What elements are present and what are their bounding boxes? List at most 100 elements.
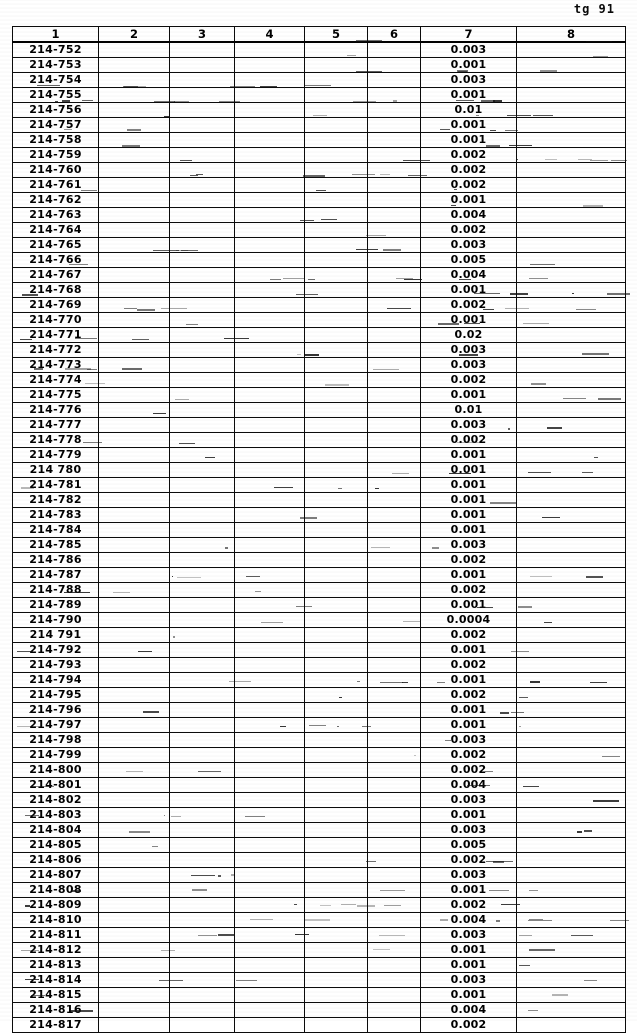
cell-col8-empty	[516, 327, 626, 343]
row-identifier: 214-796	[12, 702, 99, 718]
cell-col6-empty	[367, 912, 421, 928]
row-identifier: 214-779	[12, 447, 99, 463]
cell-col8-empty	[516, 597, 626, 613]
cell-col5-empty	[304, 177, 368, 193]
cell-col5-empty	[304, 867, 368, 883]
cell-col5-empty	[304, 942, 368, 958]
cell-col6-empty	[367, 447, 421, 463]
cell-col6-empty	[367, 492, 421, 508]
cell-col4-empty	[234, 507, 305, 523]
cell-col2-empty	[98, 762, 170, 778]
table-row: 214-758 0.001	[12, 132, 626, 148]
cell-col5-empty	[304, 492, 368, 508]
cell-col2-empty	[98, 537, 170, 553]
cell-col6-empty	[367, 537, 421, 553]
cell-col7-value: 0.003	[420, 537, 517, 553]
table-row: 214-785 0.003	[12, 537, 626, 553]
table-row: 214-796 0.001	[12, 702, 626, 718]
cell-col5-empty	[304, 522, 368, 538]
cell-col2-empty	[98, 987, 170, 1003]
cell-col4-empty	[234, 357, 305, 373]
cell-col5-empty	[304, 762, 368, 778]
cell-col5-empty	[304, 312, 368, 328]
cell-col7-value: 0.003	[420, 72, 517, 88]
cell-col7-value: 0.02	[420, 327, 517, 343]
cell-col5-empty	[304, 642, 368, 658]
cell-col8-empty	[516, 447, 626, 463]
cell-col8-empty	[516, 582, 626, 598]
column-header-2: 2	[98, 26, 170, 43]
cell-col3-empty	[169, 882, 235, 898]
cell-col4-empty	[234, 597, 305, 613]
row-identifier: 214-810	[12, 912, 99, 928]
table-row: 214-799 0.002	[12, 747, 626, 763]
cell-col6-empty	[367, 297, 421, 313]
cell-col6-empty	[367, 132, 421, 148]
table-row: 214-790 0.0004	[12, 612, 626, 628]
cell-col3-empty	[169, 222, 235, 238]
cell-col3-empty	[169, 777, 235, 793]
cell-col6-empty	[367, 252, 421, 268]
cell-col4-empty	[234, 177, 305, 193]
cell-col4-empty	[234, 342, 305, 358]
cell-col6-empty	[367, 282, 421, 298]
cell-col3-empty	[169, 372, 235, 388]
table-row: 214 780 0.001	[12, 462, 626, 478]
cell-col8-empty	[516, 657, 626, 673]
cell-col3-empty	[169, 267, 235, 283]
table-row: 214-769 0.002	[12, 297, 626, 313]
cell-col2-empty	[98, 312, 170, 328]
row-identifier: 214-789	[12, 597, 99, 613]
cell-col4-empty	[234, 162, 305, 178]
cell-col6-empty	[367, 747, 421, 763]
cell-col8-empty	[516, 957, 626, 973]
cell-col4-empty	[234, 747, 305, 763]
table-row: 214-764 0.002	[12, 222, 626, 238]
cell-col6-empty	[367, 1002, 421, 1018]
row-identifier: 214-813	[12, 957, 99, 973]
cell-col6-empty	[367, 852, 421, 868]
table-row: 214-781 0.001	[12, 477, 626, 493]
cell-col7-value: 0.002	[420, 222, 517, 238]
table-row: 214-800 0.002	[12, 762, 626, 778]
cell-col8-empty	[516, 462, 626, 478]
cell-col6-empty	[367, 327, 421, 343]
cell-col4-empty	[234, 267, 305, 283]
cell-col4-empty	[234, 492, 305, 508]
row-identifier: 214-776	[12, 402, 99, 418]
cell-col3-empty	[169, 207, 235, 223]
cell-col8-empty	[516, 1002, 626, 1018]
cell-col3-empty	[169, 792, 235, 808]
cell-col6-empty	[367, 942, 421, 958]
cell-col6-empty	[367, 432, 421, 448]
row-identifier: 214-758	[12, 132, 99, 148]
cell-col4-empty	[234, 372, 305, 388]
cell-col7-value: 0.001	[420, 192, 517, 208]
cell-col5-empty	[304, 672, 368, 688]
cell-col4-empty	[234, 147, 305, 163]
cell-col7-value: 0.001	[420, 312, 517, 328]
row-identifier: 214-768	[12, 282, 99, 298]
row-identifier: 214-787	[12, 567, 99, 583]
cell-col7-value: 0.002	[420, 762, 517, 778]
cell-col7-value: 0.001	[420, 642, 517, 658]
cell-col3-empty	[169, 462, 235, 478]
table-row: 214-756 0.01	[12, 102, 626, 118]
cell-col4-empty	[234, 192, 305, 208]
cell-col2-empty	[98, 57, 170, 73]
cell-col5-empty	[304, 687, 368, 703]
table-row: 214-752 0.003	[12, 41, 626, 58]
table-row: 214-766 0.005	[12, 252, 626, 268]
cell-col5-empty	[304, 477, 368, 493]
cell-col2-empty	[98, 597, 170, 613]
cell-col7-value: 0.002	[420, 657, 517, 673]
cell-col8-empty	[516, 282, 626, 298]
cell-col2-empty	[98, 252, 170, 268]
cell-col7-value: 0.003	[420, 822, 517, 838]
cell-col8-empty	[516, 852, 626, 868]
cell-col7-value: 0.001	[420, 942, 517, 958]
cell-col6-empty	[367, 597, 421, 613]
row-identifier: 214-770	[12, 312, 99, 328]
